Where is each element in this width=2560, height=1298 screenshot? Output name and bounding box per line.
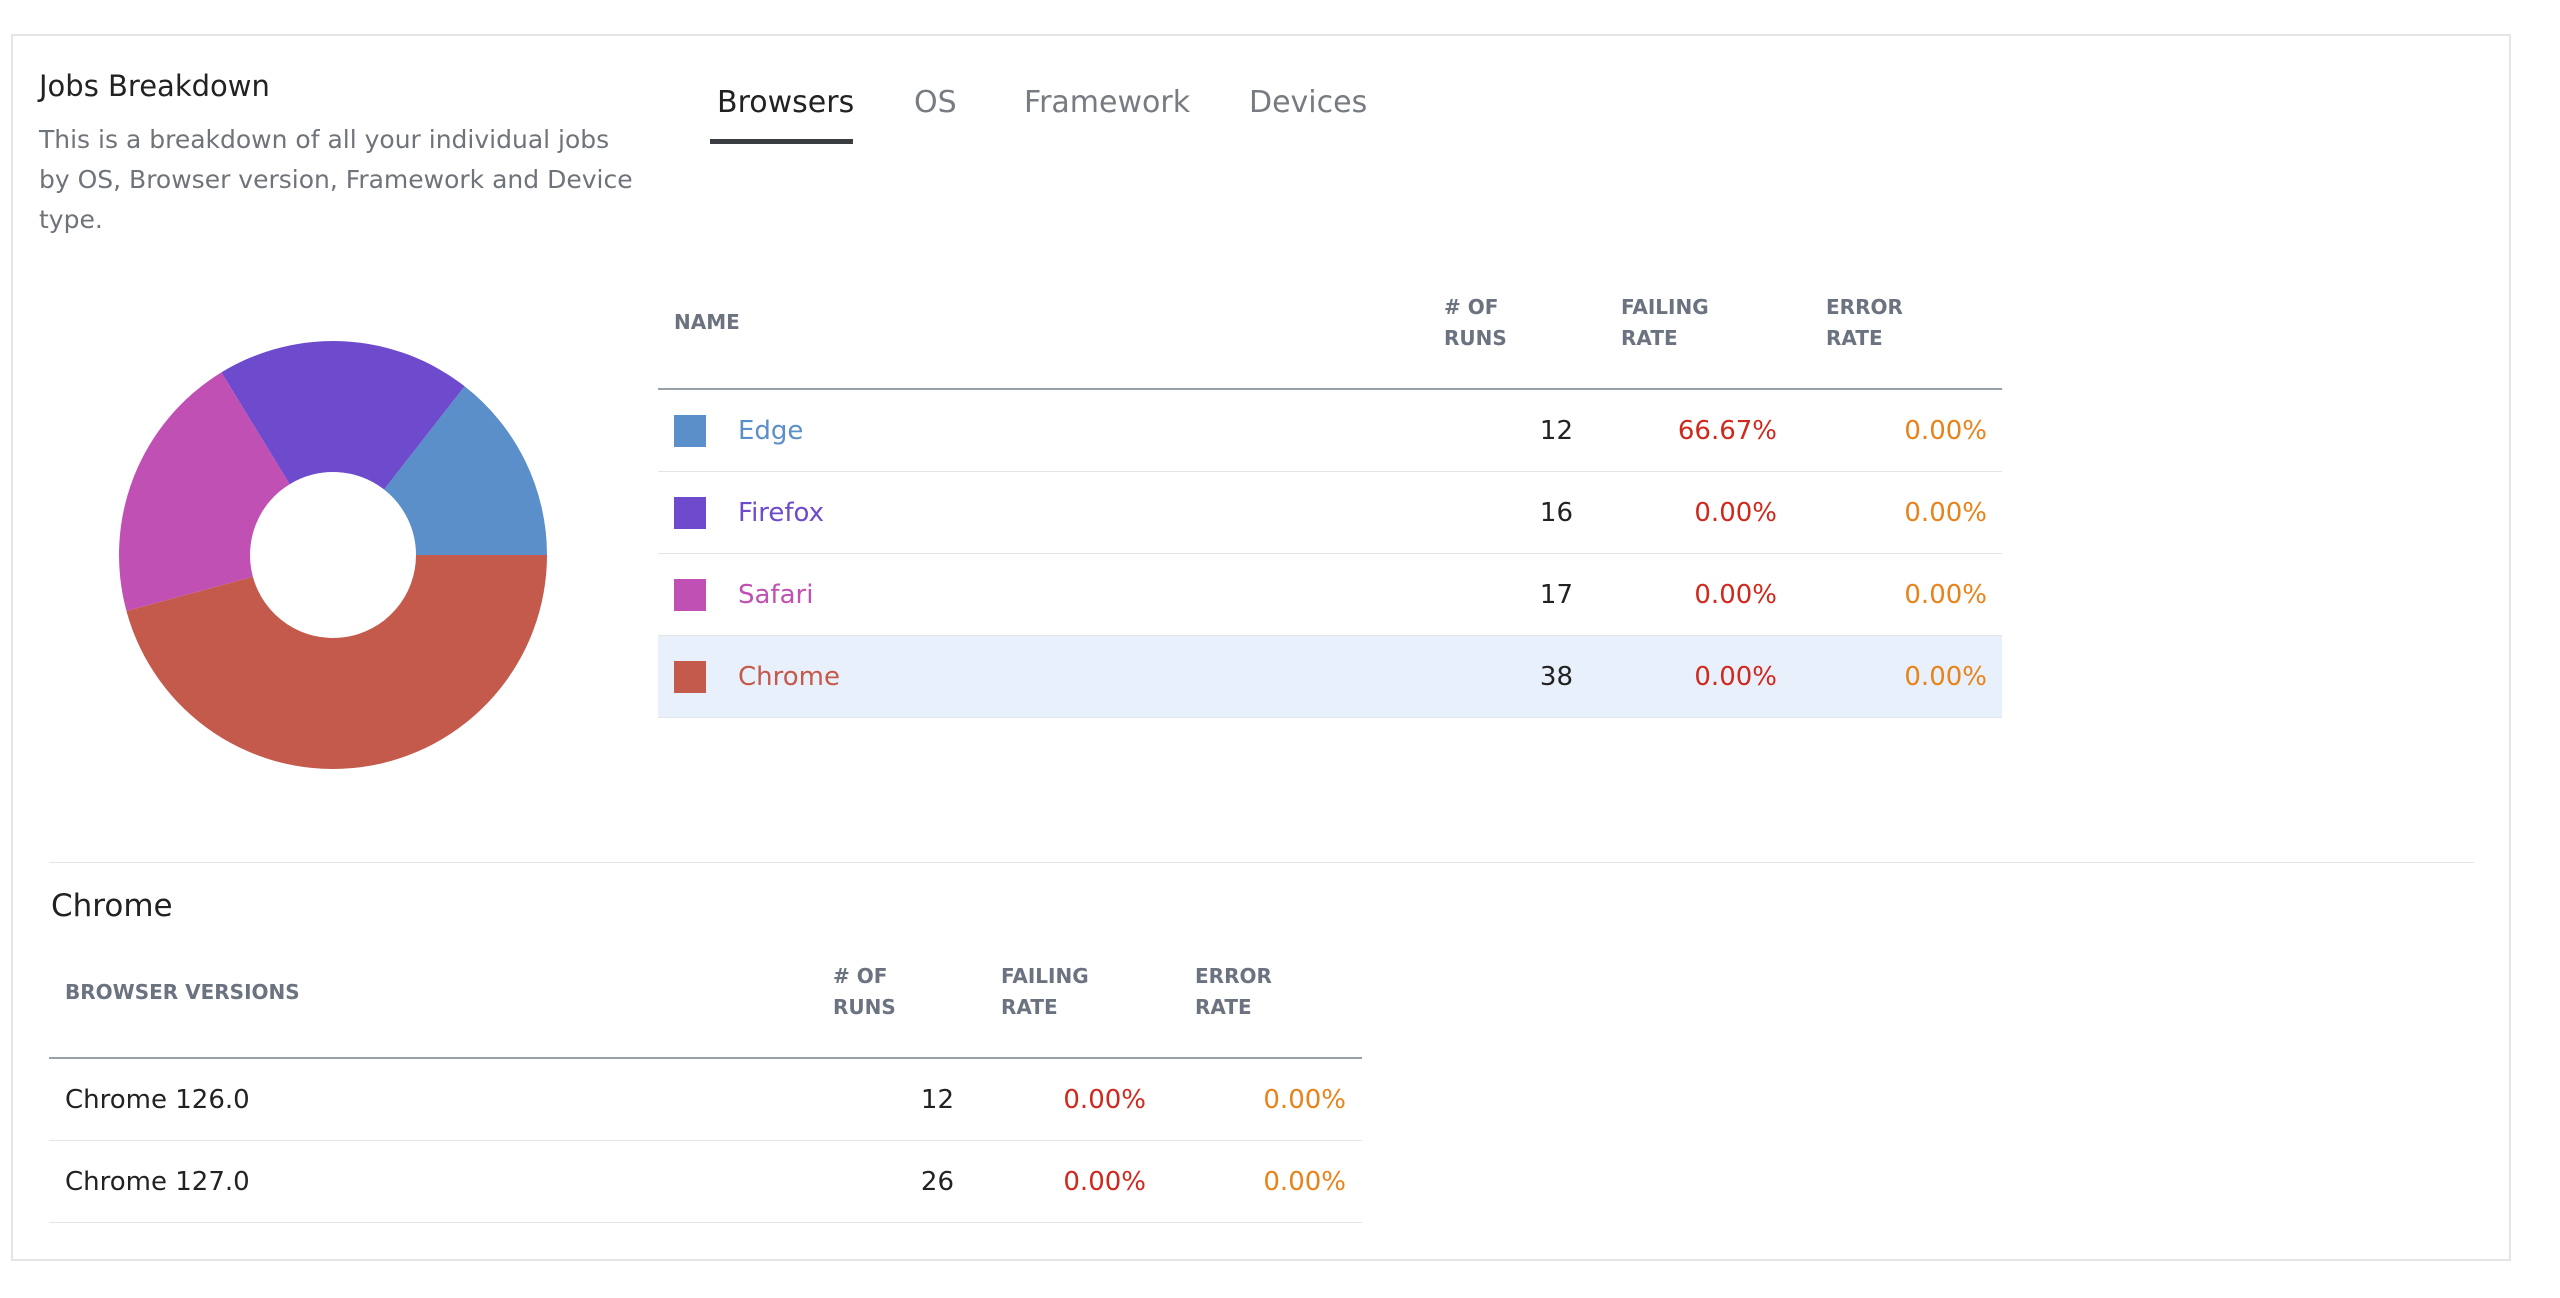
donut-slice (221, 341, 465, 490)
divider (49, 862, 2474, 863)
donut-chart (118, 341, 548, 769)
tab-underline (710, 139, 853, 144)
failing-rate: 0.00% (1063, 1085, 1146, 1115)
row-line (49, 1140, 1362, 1141)
swatch (674, 497, 706, 529)
tab[interactable]: OS (914, 85, 957, 120)
runs: 26 (920, 1167, 954, 1197)
error-rate: 0.00% (1904, 662, 1987, 692)
tab[interactable]: Devices (1249, 85, 1368, 120)
failing-rate: 0.00% (1694, 498, 1777, 528)
detail-title: Chrome (51, 888, 173, 924)
swatch (674, 579, 706, 611)
failing-rate: 0.00% (1063, 1167, 1146, 1197)
donut-slice (118, 372, 290, 612)
section-title: Jobs Breakdown (39, 69, 270, 103)
browser-name[interactable]: Chrome (738, 662, 840, 692)
column-header: NAME (674, 310, 740, 334)
row-line (658, 717, 2002, 718)
error-rate: 0.00% (1904, 580, 1987, 610)
card (11, 34, 2511, 1261)
error-rate: 0.00% (1904, 498, 1987, 528)
failing-rate: 0.00% (1694, 580, 1777, 610)
row-line (658, 553, 2002, 554)
version-name: Chrome 126.0 (65, 1085, 250, 1115)
header-line (49, 1057, 1362, 1059)
row-line (658, 635, 2002, 636)
tab[interactable]: Browsers (717, 85, 855, 120)
error-rate: 0.00% (1263, 1085, 1346, 1115)
row-line (658, 471, 2002, 472)
swatch (674, 415, 706, 447)
version-name: Chrome 127.0 (65, 1167, 250, 1197)
tab[interactable]: Framework (1024, 85, 1191, 120)
failing-rate: 0.00% (1694, 662, 1777, 692)
row-line (49, 1222, 1362, 1223)
runs: 12 (920, 1085, 954, 1115)
column-header: FAILING RATE (1001, 964, 1089, 1019)
failing-rate: 66.67% (1677, 416, 1777, 446)
column-header: FAILING RATE (1621, 295, 1709, 350)
runs: 12 (1539, 416, 1573, 446)
error-rate: 0.00% (1904, 416, 1987, 446)
runs: 17 (1539, 580, 1573, 610)
row-highlight (658, 636, 2002, 718)
column-header: ERROR RATE (1826, 295, 1903, 350)
column-header: ERROR RATE (1195, 964, 1272, 1019)
donut-slice (126, 555, 548, 769)
description: This is a breakdown of all your individu… (39, 125, 633, 234)
error-rate: 0.00% (1263, 1167, 1346, 1197)
column-header: # OF RUNS (833, 964, 896, 1019)
column-header: BROWSER VERSIONS (65, 980, 300, 1004)
column-header: # OF RUNS (1444, 295, 1507, 350)
browser-name[interactable]: Firefox (738, 498, 825, 528)
header-line (658, 388, 2002, 390)
runs: 16 (1539, 498, 1573, 528)
swatch (674, 661, 706, 693)
runs: 38 (1539, 662, 1573, 692)
browser-name[interactable]: Edge (738, 416, 804, 446)
donut-slice (384, 386, 547, 555)
browser-name[interactable]: Safari (738, 580, 814, 610)
